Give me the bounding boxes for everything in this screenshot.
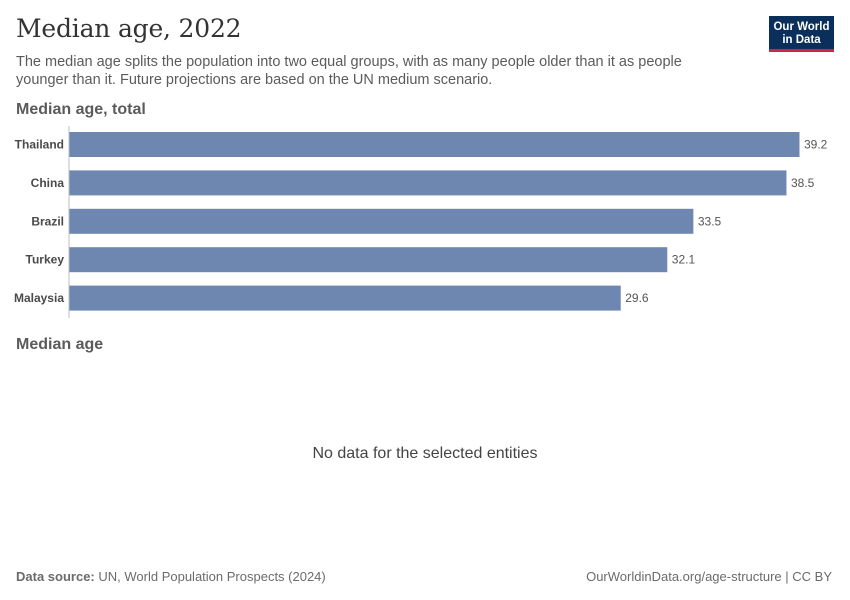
bar-china[interactable] xyxy=(69,170,787,196)
chart-title: Median age, 2022 xyxy=(16,14,242,43)
value-label: 38.5 xyxy=(791,176,815,190)
value-label: 33.5 xyxy=(698,214,722,228)
bar-brazil[interactable] xyxy=(69,208,694,234)
category-label: Thailand xyxy=(15,138,64,152)
owid-logo[interactable]: Our World in Data xyxy=(769,16,834,52)
bar-thailand[interactable] xyxy=(69,132,800,157)
category-label: China xyxy=(31,176,65,190)
bar-malaysia[interactable] xyxy=(69,285,621,311)
bar-chart: Thailand 39.2 China 38.5 Brazil 33.5 Turkey 32.… xyxy=(14,126,828,318)
value-label: 39.2 xyxy=(804,138,828,152)
source-url[interactable]: OurWorldinData.org/age-structure | CC BY xyxy=(586,569,832,584)
category-label: Turkey xyxy=(26,253,65,267)
category-label: Malaysia xyxy=(14,291,64,305)
data-source-text[interactable]: UN, World Population Prospects (2024) xyxy=(98,569,326,584)
logo-line-1: Our World xyxy=(773,21,830,33)
section-title-total: Median age, total xyxy=(16,101,146,118)
chart-subtitle: The median age splits the population int… xyxy=(16,54,682,88)
category-label: Brazil xyxy=(31,214,64,228)
logo-line-2: in Data xyxy=(782,34,821,46)
section-title-median-age: Median age xyxy=(16,336,104,353)
bar-turkey[interactable] xyxy=(69,247,668,273)
data-source-label: Data source: xyxy=(16,569,95,584)
value-label: 29.6 xyxy=(625,291,649,305)
no-data-message: No data for the selected entities xyxy=(312,445,538,462)
value-label: 32.1 xyxy=(672,253,696,267)
data-source: Data source: UN, World Population Prospe… xyxy=(16,569,326,584)
